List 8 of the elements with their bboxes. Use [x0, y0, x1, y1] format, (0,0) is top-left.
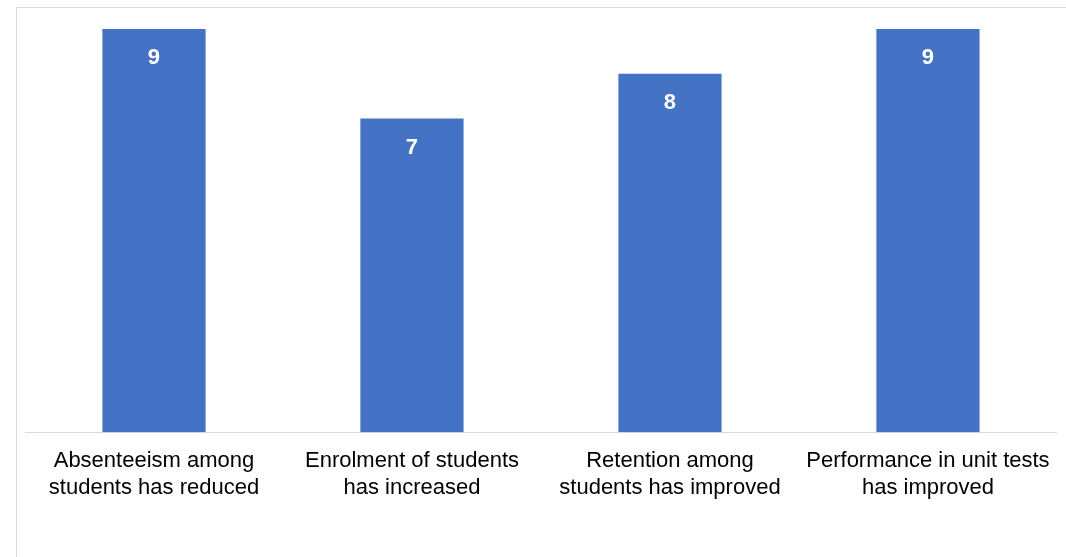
data-label: 7 [405, 133, 419, 159]
x-tick-label: Absenteeism among students has reduced [48, 447, 260, 499]
x-tick-label: Enrolment of students has increased [304, 447, 519, 499]
x-tick-label: Performance in unit tests has improved [806, 447, 1050, 499]
data-label: 8 [663, 88, 677, 114]
x-tick-label: Retention among students has improved [559, 447, 781, 499]
data-label: 9 [921, 44, 935, 70]
data-label: 9 [147, 44, 161, 70]
